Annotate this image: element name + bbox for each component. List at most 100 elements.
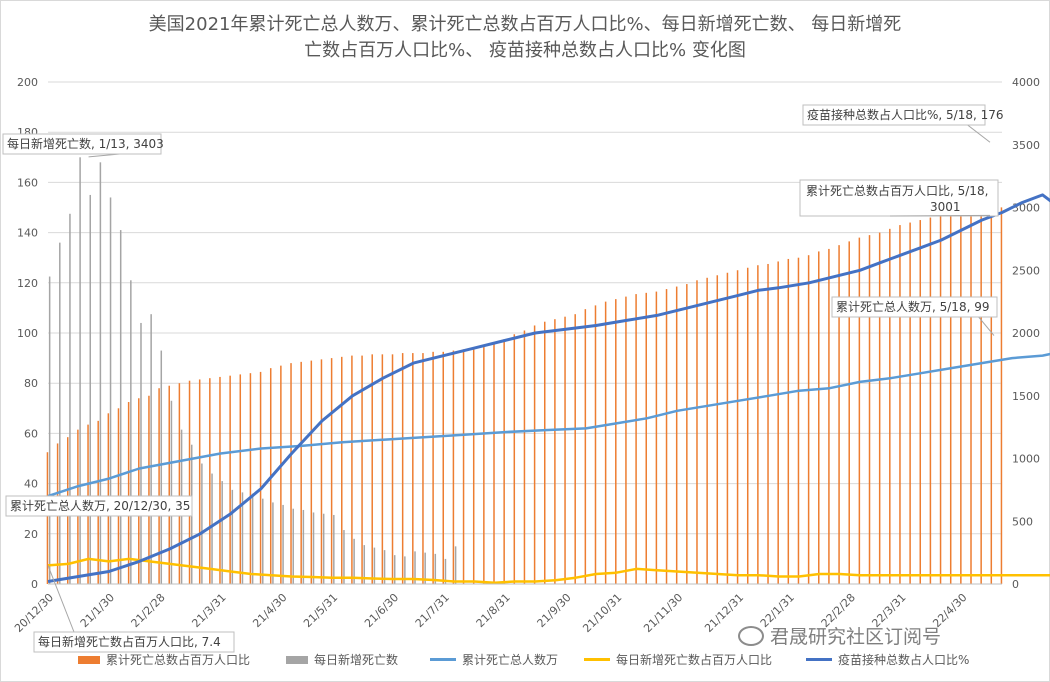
y-left-tick-label: 80 xyxy=(24,377,38,390)
y-left-tick-label: 100 xyxy=(17,327,38,340)
legend-item-daily-deaths-per-million: 每日新增死亡数占百万人口比 xyxy=(584,651,772,668)
bar-daily-deaths xyxy=(241,492,244,584)
chart-title-line-1: 美国2021年累计死亡总人数万、累计死亡总数占百万人口比%、每日新增死亡数、 每… xyxy=(148,14,902,35)
legend-swatch-orange xyxy=(78,655,100,664)
bar-deaths-per-million xyxy=(412,353,414,584)
bar-daily-deaths xyxy=(89,194,91,584)
chart-title-line-2: 亡数占百万人口比%、 疫苗接种总数占人口比% 变化图 xyxy=(304,40,746,61)
bar-daily-deaths xyxy=(424,552,426,584)
bar-deaths-per-million xyxy=(889,228,891,584)
bar-daily-deaths xyxy=(130,280,132,584)
bar-deaths-per-million xyxy=(280,365,282,584)
bar-daily-deaths xyxy=(383,550,386,584)
y-left-tick-label: 40 xyxy=(24,478,38,491)
bar-daily-deaths xyxy=(119,230,122,584)
legend-item-deaths-per-million: 累计死亡总数占百万人口比 xyxy=(78,651,250,668)
bar-daily-deaths xyxy=(434,553,437,584)
bar-deaths-per-million xyxy=(584,309,587,584)
callout-leader xyxy=(889,214,991,217)
bar-deaths-per-million xyxy=(706,277,708,584)
bar-deaths-per-million xyxy=(249,373,252,584)
bar-deaths-per-million xyxy=(127,402,130,584)
bar-deaths-per-million xyxy=(148,395,150,584)
y-left-tick-label: 160 xyxy=(17,176,38,189)
bar-deaths-per-million xyxy=(401,353,404,584)
bar-deaths-per-million xyxy=(625,296,627,584)
legend-label: 累计死亡总数占百万人口比 xyxy=(106,653,251,667)
bar-deaths-per-million xyxy=(300,361,302,584)
bar-deaths-per-million xyxy=(675,286,678,584)
bar-deaths-per-million xyxy=(655,291,658,584)
bar-deaths-per-million xyxy=(970,211,972,584)
bar-deaths-per-million xyxy=(239,374,242,584)
y-right-tick-label: 3000 xyxy=(1012,202,1040,215)
bar-daily-deaths xyxy=(343,530,345,584)
bar-deaths-per-million xyxy=(198,379,201,584)
line-series xyxy=(47,557,1050,584)
bar-deaths-per-million xyxy=(351,355,353,584)
legend-item-cumulative-deaths: 累计死亡总人数万 xyxy=(430,651,558,668)
y-right-tick-label: 4000 xyxy=(1012,76,1040,89)
bar-daily-deaths xyxy=(302,509,305,584)
callout-label: 累计死亡总数占百万人口比, 5/18, xyxy=(806,183,988,198)
bar-deaths-per-million xyxy=(909,222,911,584)
callout-box xyxy=(802,104,986,126)
bar-deaths-per-million xyxy=(483,345,485,584)
y-right-tick-label: 2000 xyxy=(1012,327,1040,340)
bar-daily-deaths xyxy=(363,545,366,584)
bar-deaths-per-million xyxy=(310,360,313,584)
bar-deaths-per-million xyxy=(543,321,546,584)
bar-deaths-per-million xyxy=(188,380,191,584)
bar-deaths-per-million xyxy=(665,289,668,584)
bar-deaths-per-million xyxy=(320,359,323,584)
bar-deaths-per-million xyxy=(949,213,952,584)
bar-daily-deaths xyxy=(170,400,173,584)
bar-deaths-per-million xyxy=(361,355,363,584)
x-tick-label: 21/3/31 xyxy=(189,591,228,630)
bar-daily-deaths xyxy=(404,556,406,584)
bar-deaths-per-million xyxy=(919,220,922,585)
bar-daily-deaths xyxy=(150,314,152,584)
bar-deaths-per-million xyxy=(828,248,830,585)
bar-deaths-per-million xyxy=(716,275,719,584)
bar-deaths-per-million xyxy=(878,232,881,584)
y-right-tick-label: 1000 xyxy=(1012,453,1040,466)
bar-deaths-per-million xyxy=(848,241,850,584)
chart-legend: 累计死亡总数占百万人口比 每日新增死亡数 累计死亡总人数万 每日新增死亡数占百万… xyxy=(0,651,1050,669)
x-tick-label: 21/9/30 xyxy=(535,591,574,630)
bar-deaths-per-million xyxy=(138,398,140,584)
callout-label: 每日新增死亡数占百万人口比, 7.4 xyxy=(38,634,221,649)
bar-daily-deaths xyxy=(333,514,335,584)
bar-daily-deaths xyxy=(251,493,254,584)
bar-deaths-per-million xyxy=(523,330,526,584)
bar-deaths-per-million xyxy=(696,280,698,584)
bar-daily-deaths xyxy=(221,481,223,584)
y-left-tick-label: 140 xyxy=(17,227,38,240)
bar-deaths-per-million xyxy=(858,237,861,584)
bar-deaths-per-million xyxy=(777,261,779,584)
bar-deaths-per-million xyxy=(462,349,465,584)
x-tick-label: 21/6/30 xyxy=(362,591,401,630)
bar-deaths-per-million xyxy=(259,371,262,584)
chart-title: 美国2021年累计死亡总人数万、累计死亡总数占百万人口比%、每日新增死亡数、 每… xyxy=(0,12,1050,64)
x-tick-label: 21/10/31 xyxy=(580,591,624,635)
bar-deaths-per-million xyxy=(736,270,739,584)
callout-box xyxy=(2,133,162,155)
bar-deaths-per-million xyxy=(422,353,424,584)
bar-deaths-per-million xyxy=(381,354,384,584)
legend-item-vaccination: 疫苗接种总数占人口比% xyxy=(806,651,969,668)
bar-deaths-per-million xyxy=(493,343,495,584)
bar-deaths-per-million xyxy=(432,351,434,584)
y-left-tick-label: 20 xyxy=(24,528,38,541)
bar-deaths-per-million xyxy=(868,235,871,585)
bar-daily-deaths xyxy=(373,547,376,584)
x-tick-label: 21/7/31 xyxy=(413,591,452,630)
legend-line-dark-blue xyxy=(806,658,832,661)
legend-label: 疫苗接种总数占人口比% xyxy=(838,653,970,667)
bar-daily-deaths xyxy=(444,558,447,584)
y-right-tick-label: 500 xyxy=(1012,515,1033,528)
callout-label: 每日新增死亡数, 1/13, 3403 xyxy=(7,136,164,151)
bar-deaths-per-million xyxy=(838,245,840,584)
bar-deaths-per-million xyxy=(960,212,962,584)
